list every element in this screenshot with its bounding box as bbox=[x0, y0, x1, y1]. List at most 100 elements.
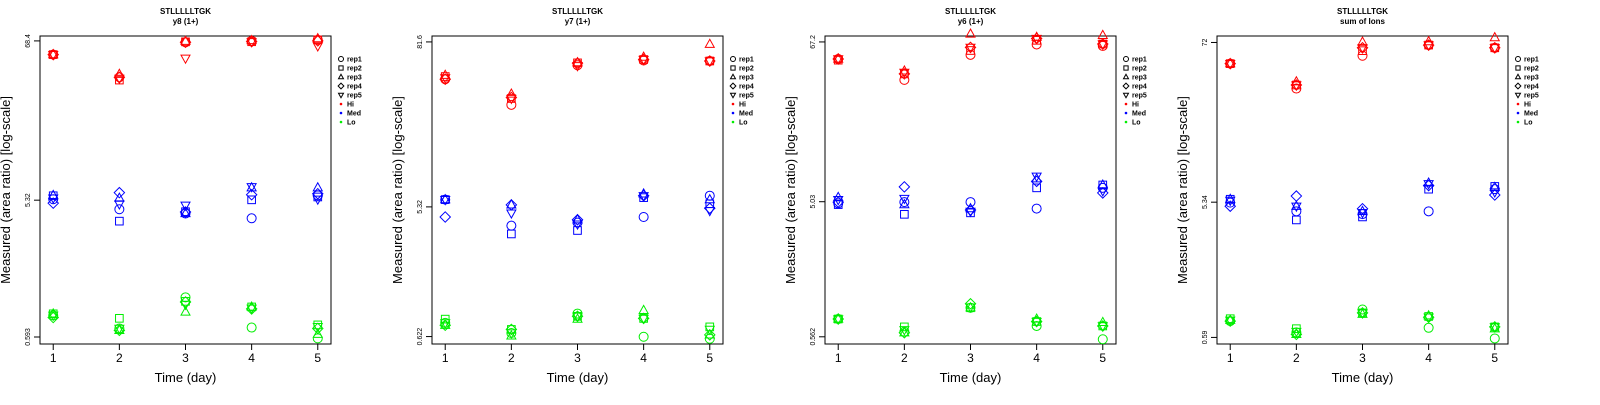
x-axis-label: Time (day) bbox=[547, 370, 609, 385]
legend-dot-lo bbox=[1516, 120, 1520, 124]
x-tick-label: 4 bbox=[1425, 351, 1432, 365]
data-point-lo-rep4 bbox=[505, 323, 518, 336]
x-tick-label: 1 bbox=[50, 351, 57, 365]
legend-label-med: Med bbox=[347, 111, 361, 118]
legend-label-med: Med bbox=[1132, 111, 1146, 118]
data-point-lo-rep5 bbox=[1031, 317, 1042, 328]
legend-marker-rep2 bbox=[1515, 65, 1521, 71]
chart-subtitle: y8 (1+) bbox=[173, 17, 199, 26]
data-point-med-rep5 bbox=[47, 194, 59, 205]
legend-marker-rep1 bbox=[1123, 56, 1129, 62]
data-point-med-rep1 bbox=[506, 220, 517, 231]
data-point-lo-rep3 bbox=[1224, 314, 1236, 324]
data-point-med-rep4 bbox=[1422, 179, 1435, 192]
x-tick-label: 1 bbox=[1227, 351, 1234, 365]
data-point-hi-rep5 bbox=[704, 57, 716, 67]
data-point-hi-rep3 bbox=[114, 68, 125, 78]
data-point-med-rep1 bbox=[638, 212, 649, 223]
data-point-med-rep4 bbox=[1030, 175, 1043, 188]
legend-marker-rep3 bbox=[337, 73, 345, 80]
data-point-med-rep3 bbox=[899, 198, 910, 209]
data-point-hi-rep1 bbox=[899, 74, 910, 85]
data-point-lo-rep4 bbox=[179, 296, 192, 308]
legend-dot-hi bbox=[731, 102, 735, 106]
data-point-med-rep4 bbox=[1224, 200, 1237, 213]
legend-dot-lo bbox=[339, 120, 343, 124]
y-tick-label: 0.562 bbox=[810, 328, 817, 346]
data-point-lo-rep3 bbox=[638, 304, 649, 314]
data-point-hi-rep5 bbox=[180, 54, 191, 65]
data-point-med-rep4 bbox=[47, 197, 60, 210]
legend-dot-med bbox=[1124, 111, 1128, 115]
data-point-med-rep5 bbox=[1357, 209, 1368, 219]
chart-title: STLLLLLTGK bbox=[1337, 7, 1388, 16]
data-point-lo-rep5 bbox=[1423, 313, 1434, 324]
data-point-lo-rep3 bbox=[47, 307, 59, 318]
data-point-lo-rep3 bbox=[1097, 316, 1109, 327]
data-point-med-rep3 bbox=[506, 198, 517, 209]
x-tick-label: 2 bbox=[116, 351, 123, 365]
x-tick-label: 5 bbox=[706, 351, 713, 365]
legend-label-med: Med bbox=[739, 111, 753, 118]
data-point-med-rep2 bbox=[1424, 184, 1433, 194]
data-point-lo-rep5 bbox=[832, 315, 844, 325]
y-axis-label: Measured (area ratio) [log-scale] bbox=[390, 96, 405, 284]
data-point-med-rep5 bbox=[1031, 172, 1042, 183]
data-point-lo-rep2 bbox=[833, 314, 843, 324]
data-point-hi-rep5 bbox=[1291, 81, 1302, 92]
data-point-hi-rep2 bbox=[1490, 43, 1500, 53]
x-tick-label: 4 bbox=[640, 351, 647, 365]
data-point-med-rep5 bbox=[1097, 187, 1109, 197]
data-point-med-rep1 bbox=[1423, 206, 1434, 217]
x-tick-label: 4 bbox=[1033, 351, 1040, 365]
data-point-med-rep1 bbox=[704, 190, 715, 201]
data-point-med-rep2 bbox=[1358, 212, 1367, 222]
data-point-hi-rep5 bbox=[114, 74, 125, 85]
data-point-med-rep1 bbox=[114, 204, 125, 215]
legend-dot-lo bbox=[1124, 120, 1128, 124]
legend-dot-lo bbox=[731, 120, 735, 124]
data-point-hi-rep2 bbox=[1358, 46, 1367, 55]
data-point-med-rep4 bbox=[571, 213, 584, 226]
data-point-med-rep2 bbox=[115, 216, 124, 226]
chart-subtitle: sum of Ions bbox=[1340, 17, 1385, 26]
data-point-hi-rep1 bbox=[1291, 83, 1302, 94]
x-axis-label: Time (day) bbox=[1332, 370, 1394, 385]
data-point-med-rep3 bbox=[1291, 200, 1302, 210]
legend-label-rep3: rep3 bbox=[347, 75, 362, 82]
data-point-med-rep4 bbox=[179, 206, 192, 218]
data-point-med-rep5 bbox=[1224, 196, 1236, 207]
y-axis-label: Measured (area ratio) [log-scale] bbox=[0, 96, 13, 284]
data-point-hi-rep5 bbox=[832, 55, 844, 65]
legend-marker-rep3 bbox=[729, 73, 737, 80]
data-point-med-rep5 bbox=[1423, 180, 1434, 190]
data-point-med-rep3 bbox=[1224, 193, 1236, 203]
legend-label-rep2: rep2 bbox=[1132, 66, 1147, 73]
data-point-med-rep5 bbox=[439, 195, 451, 206]
data-point-lo-rep1 bbox=[1031, 320, 1042, 331]
data-point-med-rep5 bbox=[312, 195, 324, 206]
legend-dot-hi bbox=[339, 102, 343, 106]
data-point-hi-rep1 bbox=[1097, 40, 1108, 51]
plot-frame bbox=[824, 35, 1117, 345]
legend-label-rep3: rep3 bbox=[739, 75, 754, 82]
data-point-lo-rep3 bbox=[899, 326, 910, 337]
x-axis-label: Time (day) bbox=[940, 370, 1002, 385]
data-point-hi-rep5 bbox=[47, 50, 59, 61]
data-point-med-rep4 bbox=[439, 211, 452, 223]
legend-marker-rep5 bbox=[337, 92, 345, 99]
data-point-lo-rep5 bbox=[1357, 309, 1368, 319]
x-tick-label: 3 bbox=[574, 351, 581, 365]
data-point-lo-rep5 bbox=[506, 329, 517, 339]
legend-dot-med bbox=[1516, 111, 1520, 115]
data-point-lo-rep4 bbox=[964, 297, 977, 310]
data-point-lo-rep2 bbox=[639, 314, 648, 323]
data-point-med-rep5 bbox=[638, 192, 649, 202]
data-point-hi-rep3 bbox=[572, 56, 583, 67]
data-point-hi-rep3 bbox=[312, 32, 324, 43]
legend-label-rep3: rep3 bbox=[1132, 75, 1147, 82]
